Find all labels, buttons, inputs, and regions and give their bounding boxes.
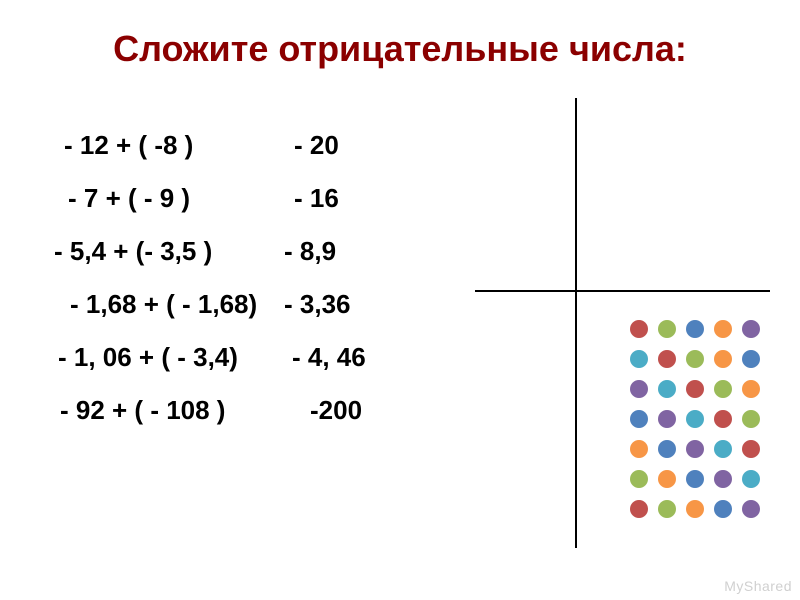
dot-icon [686,350,704,368]
dot-icon [714,410,732,428]
dot-icon [658,500,676,518]
expression: - 92 + ( - 108 ) [54,395,284,426]
vertical-axis [575,98,577,548]
dot-icon [742,500,760,518]
dot-row [630,470,780,488]
expression: - 7 + ( - 9 ) [54,183,284,214]
dot-row [630,440,780,458]
dot-icon [630,500,648,518]
expression: - 12 + ( -8 ) [54,130,284,161]
problem-row: - 1,68 + ( - 1,68) - 3,36 [54,289,454,320]
problem-row: - 12 + ( -8 ) - 20 [54,130,454,161]
dot-icon [742,410,760,428]
problems-list: - 12 + ( -8 ) - 20 - 7 + ( - 9 ) - 16 - … [54,130,454,448]
problem-row: - 5,4 + (- 3,5 ) - 8,9 [54,236,454,267]
dot-icon [686,380,704,398]
dot-icon [630,410,648,428]
horizontal-axis [475,290,770,292]
answer: - 3,36 [284,289,351,320]
dot-icon [714,380,732,398]
answer: - 8,9 [284,236,336,267]
problem-row: - 1, 06 + ( - 3,4) - 4, 46 [54,342,454,373]
dot-icon [630,350,648,368]
answer: - 16 [284,183,339,214]
watermark: MyShared [724,578,792,594]
dot-row [630,320,780,338]
dot-icon [630,440,648,458]
expression: - 1, 06 + ( - 3,4) [54,342,284,373]
dot-icon [714,350,732,368]
expression: - 5,4 + (- 3,5 ) [54,236,284,267]
dot-icon [742,470,760,488]
dot-row [630,500,780,518]
dot-row [630,410,780,428]
dot-icon [714,470,732,488]
decorative-dots [630,320,780,530]
dot-icon [686,440,704,458]
dot-icon [630,470,648,488]
dot-icon [686,470,704,488]
problem-row: - 7 + ( - 9 ) - 16 [54,183,454,214]
dot-icon [658,410,676,428]
dot-icon [630,320,648,338]
dot-icon [658,380,676,398]
dot-icon [658,470,676,488]
answer: - 20 [284,130,339,161]
dot-icon [742,350,760,368]
dot-icon [658,440,676,458]
expression: - 1,68 + ( - 1,68) [54,289,284,320]
dot-icon [686,410,704,428]
dot-row [630,380,780,398]
dot-icon [714,440,732,458]
dot-icon [630,380,648,398]
dot-icon [742,320,760,338]
dot-icon [714,320,732,338]
dot-icon [742,380,760,398]
answer: -200 [284,395,362,426]
answer: - 4, 46 [284,342,366,373]
dot-icon [686,320,704,338]
page-title: Сложите отрицательные числа: [0,28,800,70]
dot-icon [658,350,676,368]
dot-row [630,350,780,368]
problem-row: - 92 + ( - 108 ) -200 [54,395,454,426]
dot-icon [686,500,704,518]
dot-icon [714,500,732,518]
dot-icon [742,440,760,458]
dot-icon [658,320,676,338]
